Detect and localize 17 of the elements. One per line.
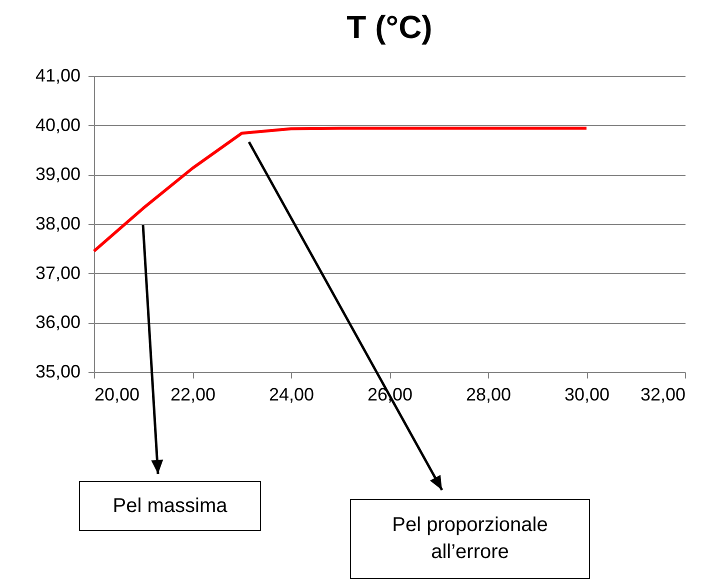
y-tick-label: 38,00	[35, 214, 80, 234]
y-tick-label: 40,00	[35, 114, 80, 135]
note-box: Pel proporzionale all’errore	[350, 499, 590, 579]
y-tick-label: 37,00	[35, 262, 80, 283]
chart-title: T (°C)	[346, 9, 432, 45]
line-series	[92, 126, 588, 253]
y-tick-label: 39,00	[35, 164, 80, 184]
x-tick-label: 30,00	[564, 384, 610, 404]
y-tick-label: 41,00	[35, 66, 80, 86]
y-tick-label: 36,00	[35, 312, 80, 332]
y-tick-label: 35,00	[35, 362, 80, 382]
x-tick-label: 24,00	[268, 384, 314, 404]
x-tick-label: 22,00	[170, 384, 216, 404]
x-tick-label: 32,00	[640, 384, 686, 404]
x-tick-label: 28,00	[466, 384, 512, 404]
note-box: Pel massima	[79, 481, 261, 531]
x-tick-label: 20,00	[94, 384, 140, 404]
